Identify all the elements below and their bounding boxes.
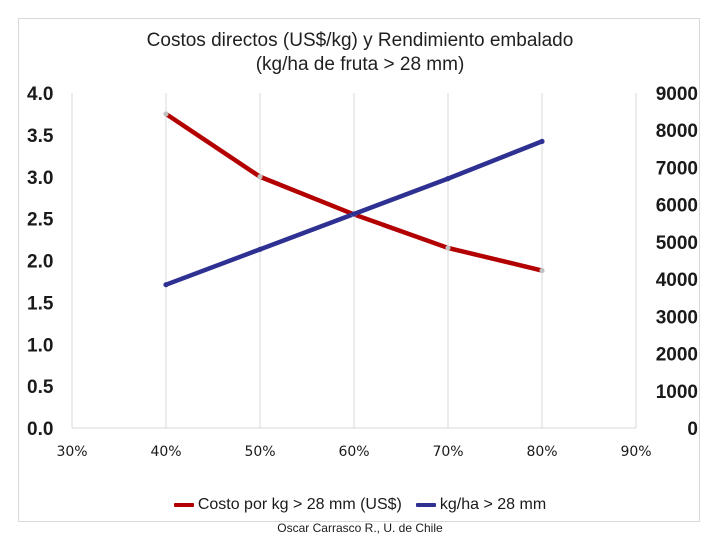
data-point: [539, 138, 545, 144]
data-point: [163, 282, 169, 288]
x-tick-label: 30%: [56, 444, 87, 460]
y-left-tick-label: 2.0: [27, 252, 53, 273]
y-right-tick-label: 5000: [656, 233, 698, 254]
data-point: [257, 174, 263, 180]
y-left-tick-label: 1.0: [27, 335, 53, 356]
legend-label-kg-ha: kg/ha > 28 mm: [439, 496, 547, 513]
data-point: [257, 246, 263, 252]
y-right-tick-label: 1000: [656, 382, 698, 403]
y-right-tick-label: 4000: [656, 270, 698, 291]
data-point: [445, 176, 451, 182]
data-point: [351, 211, 357, 217]
y-left-tick-label: 0.5: [27, 377, 54, 398]
y-left-tick-label: 4.0: [27, 84, 53, 105]
y-left-tick-label: 2.5: [27, 210, 54, 231]
y-right-tick-label: 2000: [656, 345, 698, 366]
y-right-tick-label: 0: [687, 419, 698, 440]
legend-item-costo: Costo por kg > 28 mm (US$): [173, 496, 402, 514]
y-right-tick-label: 8000: [656, 121, 698, 142]
chart-subtitle: (kg/ha de fruta > 28 mm): [255, 54, 465, 75]
legend-label-costo: Costo por kg > 28 mm (US$): [197, 496, 402, 513]
x-tick-label: 60%: [338, 444, 369, 460]
y-left-tick-label: 1.5: [27, 293, 54, 314]
legend-item-kg-ha: kg/ha > 28 mm: [415, 496, 547, 514]
y-right-tick-label: 7000: [656, 158, 698, 179]
x-tick-label: 40%: [150, 444, 181, 460]
legend-swatch-kg-ha: [415, 503, 436, 507]
chart-title: Costos directos (US$/kg) y Rendimiento e…: [146, 30, 574, 51]
y-left-tick-label: 3.0: [27, 168, 53, 189]
footer-credit: Oscar Carrasco R., U. de Chile: [277, 521, 443, 535]
data-point: [163, 111, 169, 117]
y-right-tick-label: 6000: [656, 196, 698, 217]
x-tick-label: 80%: [526, 444, 557, 460]
chart-frame: [18, 18, 700, 522]
y-right-tick-label: 3000: [656, 307, 698, 328]
data-markers: [163, 111, 545, 288]
y-right-tick-label: 9000: [656, 84, 698, 105]
data-point: [539, 267, 545, 274]
x-tick-label: 90%: [620, 444, 651, 460]
y-left-tick-label: 3.5: [27, 126, 54, 147]
x-tick-label: 70%: [432, 444, 463, 460]
y-left-tick-label: 0.0: [27, 419, 53, 440]
axes: 30% 40% 50% 60% 70% 80% 90% 0.0 0.5 1.0 1.5 2.0 2.5 3…: [27, 84, 698, 460]
gridlines: [71, 93, 637, 428]
data-point: [445, 245, 451, 251]
legend-swatch-costo: [173, 503, 194, 507]
legend: Costo por kg > 28 mm (US$) kg/ha > 28 mm: [0, 496, 720, 514]
x-tick-label: 50%: [244, 444, 275, 460]
